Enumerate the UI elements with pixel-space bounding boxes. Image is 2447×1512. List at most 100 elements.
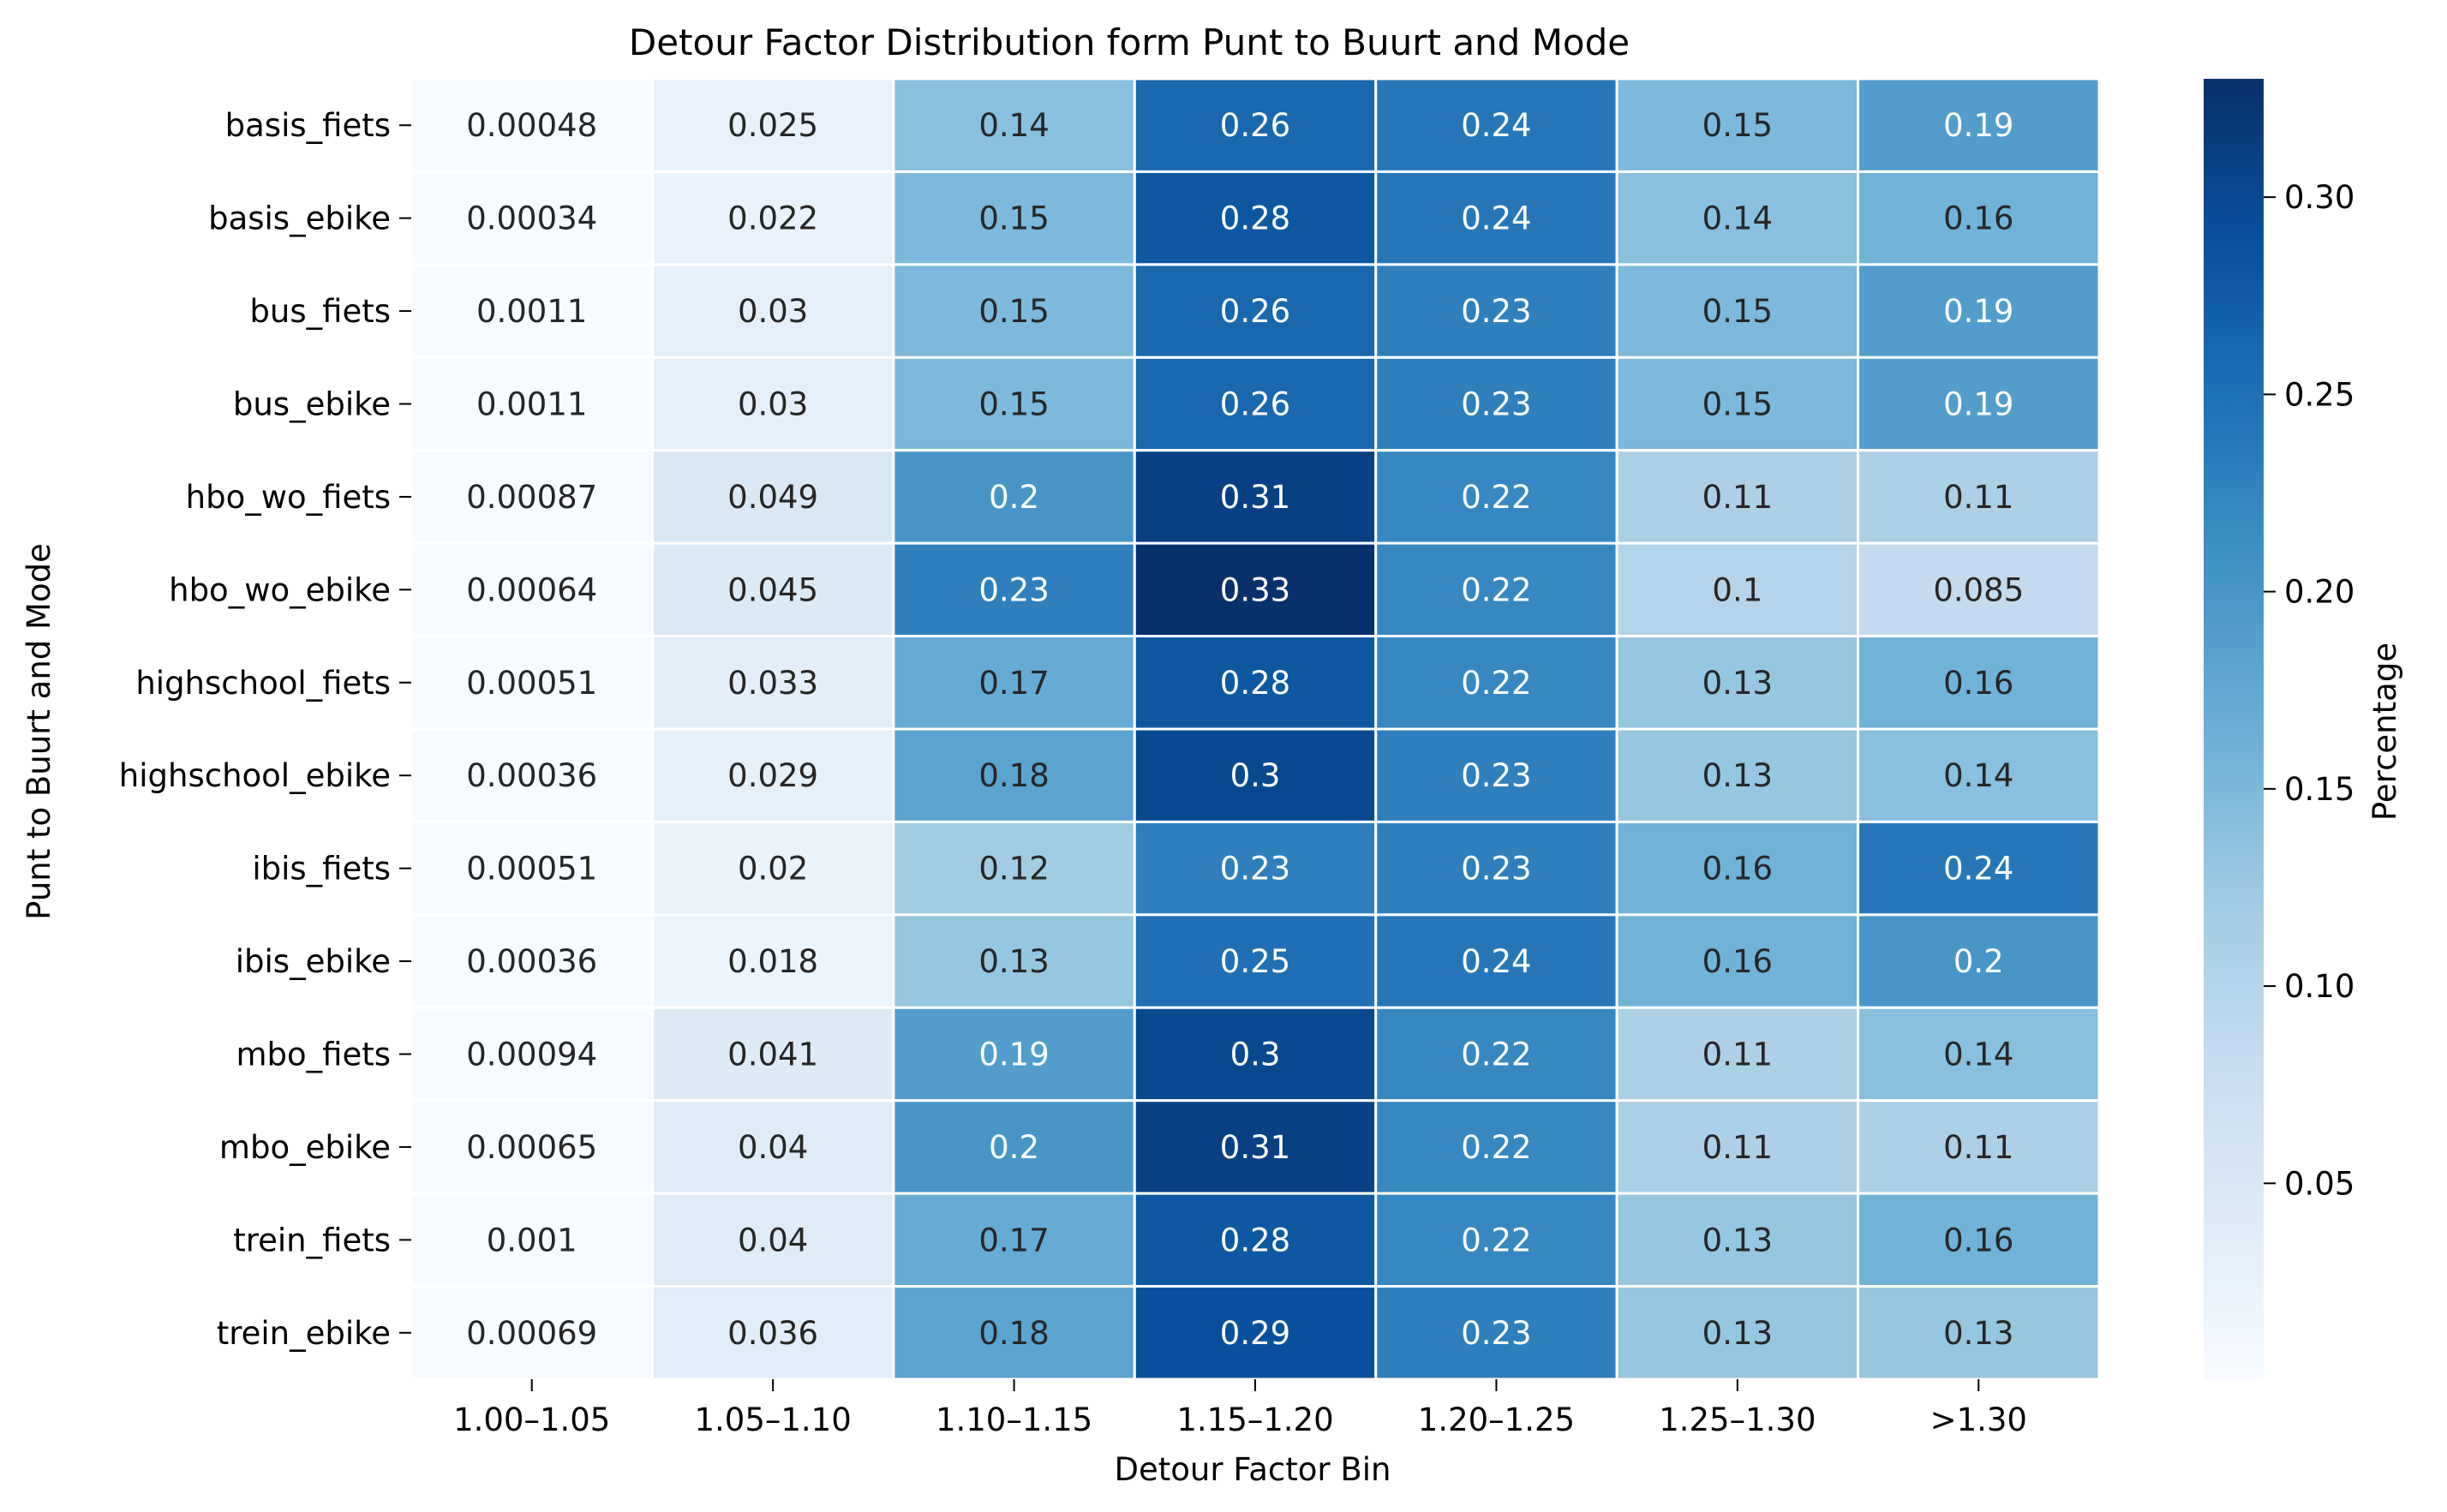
y-axis-label: Punt to Buurt and Mode <box>21 543 57 920</box>
heatmap-cell <box>410 1192 654 1288</box>
heatmap-cell <box>410 635 654 731</box>
heatmap-cells: 0.00048 0.025 0.14 0.26 0.24 0.15 0.19 0.00034 0… <box>410 77 2101 1381</box>
heatmap-cell <box>1615 1192 1860 1288</box>
heatmap-cell <box>1615 170 1860 266</box>
heatmap-cell <box>650 1099 895 1195</box>
heatmap-cell <box>1857 356 2101 452</box>
y-tick-label: basis_ebike <box>208 200 391 237</box>
cell-value-label: 0.018 <box>727 943 818 980</box>
cell-value-label: 0.00048 <box>466 107 597 144</box>
colorbar-label: Percentage <box>2366 642 2403 821</box>
cell-value-label: 0.11 <box>1702 1037 1773 1073</box>
heatmap-cell <box>1615 727 1860 823</box>
cell-value-label: 0.03 <box>738 293 808 330</box>
heatmap-cell <box>1857 170 2101 266</box>
cell-value-label: 0.15 <box>978 293 1049 330</box>
cell-value-label: 0.1 <box>1712 571 1762 608</box>
cell-value-label: 0.19 <box>1943 107 2013 144</box>
cell-value-label: 0.14 <box>1702 200 1773 237</box>
cell-value-label: 0.28 <box>1220 200 1290 237</box>
cell-value-label: 0.00051 <box>466 851 597 887</box>
heatmap-cell <box>1857 727 2101 823</box>
cell-value-label: 0.15 <box>978 386 1049 423</box>
cell-value-label: 0.2 <box>989 1129 1039 1166</box>
cell-value-label: 0.22 <box>1461 1129 1531 1166</box>
heatmap-cell <box>650 1006 895 1103</box>
cell-value-label: 0.23 <box>1461 757 1531 794</box>
cell-value-label: 0.11 <box>1702 1129 1773 1166</box>
x-axis: 1.00–1.05 1.05–1.10 1.10–1.15 1.15–1.20 1.20… <box>453 1379 2027 1438</box>
cell-value-label: 0.11 <box>1943 1129 2013 1166</box>
cell-value-label: 0.16 <box>1702 851 1773 887</box>
x-tick-label: 1.20–1.25 <box>1418 1401 1575 1438</box>
cell-value-label: 0.033 <box>727 665 818 702</box>
cell-value-label: 0.14 <box>1943 757 2013 794</box>
heatmap-cell <box>892 1285 1136 1381</box>
cell-value-label: 0.17 <box>978 1222 1049 1258</box>
heatmap-cell <box>892 449 1136 545</box>
x-axis-label: Detour Factor Bin <box>1115 1451 1391 1488</box>
heatmap-cell <box>650 635 895 731</box>
heatmap-cell <box>1133 1099 1378 1195</box>
cell-value-label: 0.022 <box>727 200 818 237</box>
colorbar-tick-label: 0.15 <box>2284 771 2354 808</box>
cell-value-label: 0.16 <box>1702 943 1773 980</box>
heatmap-cell <box>650 820 895 917</box>
cell-value-label: 0.00064 <box>466 571 597 608</box>
heatmap-cell <box>1374 1192 1618 1288</box>
cell-value-label: 0.22 <box>1461 1037 1531 1073</box>
cell-value-label: 0.17 <box>978 665 1049 702</box>
cell-value-label: 0.00065 <box>466 1129 597 1166</box>
heatmap-cell <box>892 727 1136 823</box>
cell-value-label: 0.13 <box>1702 1222 1773 1258</box>
cell-value-label: 0.22 <box>1461 1222 1531 1258</box>
y-tick-label: ibis_fiets <box>252 851 391 887</box>
cell-value-label: 0.041 <box>727 1037 818 1073</box>
cell-value-label: 0.045 <box>727 571 818 608</box>
heatmap-cell <box>410 727 654 823</box>
heatmap-cell <box>1374 1099 1618 1195</box>
heatmap-cell <box>650 727 895 823</box>
cell-value-label: 0.19 <box>1943 386 2013 423</box>
cell-value-label: 0.24 <box>1461 943 1531 980</box>
heatmap-cell <box>410 356 654 452</box>
heatmap-cell <box>1133 356 1378 452</box>
cell-value-label: 0.11 <box>1943 479 2013 516</box>
heatmap-cell <box>1615 1006 1860 1103</box>
cell-value-label: 0.16 <box>1943 665 2013 702</box>
y-tick-label: hbo_wo_ebike <box>169 571 391 608</box>
cell-value-label: 0.085 <box>1933 571 2024 608</box>
y-tick-label: highschool_fiets <box>135 665 391 702</box>
heatmap-cell <box>1857 1192 2101 1288</box>
cell-value-label: 0.19 <box>978 1037 1049 1073</box>
heatmap-cell <box>892 77 1136 173</box>
cell-value-label: 0.28 <box>1220 665 1290 702</box>
cell-value-label: 0.26 <box>1220 293 1290 330</box>
cell-value-label: 0.26 <box>1220 386 1290 423</box>
cell-value-label: 0.00069 <box>466 1315 597 1352</box>
heatmap-cell <box>410 1099 654 1195</box>
heatmap-cell <box>650 77 895 173</box>
y-axis: basis_fiets basis_ebike bus_fiets bus_ebike… <box>119 107 411 1352</box>
cell-value-label: 0.31 <box>1220 1129 1290 1166</box>
heatmap-cell <box>650 1285 895 1381</box>
y-tick-label: bus_fiets <box>249 293 391 330</box>
colorbar-gradient <box>2204 79 2264 1379</box>
cell-value-label: 0.025 <box>727 107 818 144</box>
colorbar-tick-label: 0.25 <box>2284 376 2354 413</box>
cell-value-label: 0.3 <box>1230 757 1281 794</box>
cell-value-label: 0.04 <box>738 1222 808 1258</box>
heatmap-cell <box>892 263 1136 359</box>
cell-value-label: 0.23 <box>1220 851 1290 887</box>
cell-value-label: 0.15 <box>1702 293 1773 330</box>
y-tick-label: mbo_ebike <box>219 1129 391 1166</box>
cell-value-label: 0.00036 <box>466 757 597 794</box>
cell-value-label: 0.02 <box>738 851 808 887</box>
y-tick-label: trein_ebike <box>217 1315 391 1352</box>
colorbar-tick-label: 0.05 <box>2284 1165 2354 1202</box>
cell-value-label: 0.00034 <box>466 200 597 237</box>
heatmap-cell <box>1857 1285 2101 1381</box>
heatmap-cell <box>1374 356 1618 452</box>
y-tick-label: bus_ebike <box>233 386 391 423</box>
